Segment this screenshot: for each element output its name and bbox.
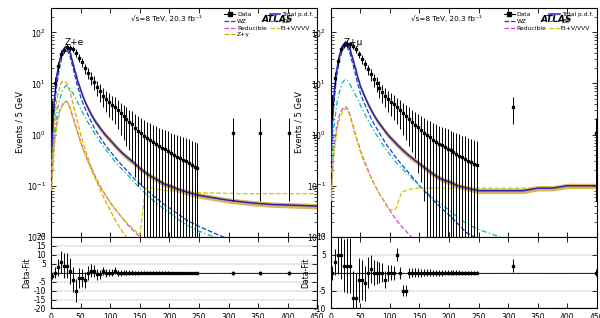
Text: ATLAS: ATLAS <box>541 15 572 24</box>
Y-axis label: Data-Fit: Data-Fit <box>302 258 311 288</box>
Y-axis label: Events / 5 GeV: Events / 5 GeV <box>15 92 24 153</box>
Text: √s=8 TeV, 20.3 fb⁻¹: √s=8 TeV, 20.3 fb⁻¹ <box>410 15 481 22</box>
Y-axis label: Data-Fit: Data-Fit <box>22 258 31 288</box>
Text: ATLAS: ATLAS <box>262 15 293 24</box>
Y-axis label: Events / 5 GeV: Events / 5 GeV <box>295 92 304 153</box>
Legend: Data, WZ, Reducible, Total p.d.f., ZZ, t̅t+V/VVV: Data, WZ, Reducible, Total p.d.f., ZZ, t… <box>503 11 594 32</box>
Text: √s=8 TeV, 20.3 fb⁻¹: √s=8 TeV, 20.3 fb⁻¹ <box>131 15 202 22</box>
Legend: Data, WZ, Reducible, Z+γ, Total p.d.f., ZZ, t̅t+V/VVV: Data, WZ, Reducible, Z+γ, Total p.d.f., … <box>223 11 314 38</box>
Text: Z+μ: Z+μ <box>344 38 364 47</box>
Text: Z+e: Z+e <box>64 38 83 47</box>
